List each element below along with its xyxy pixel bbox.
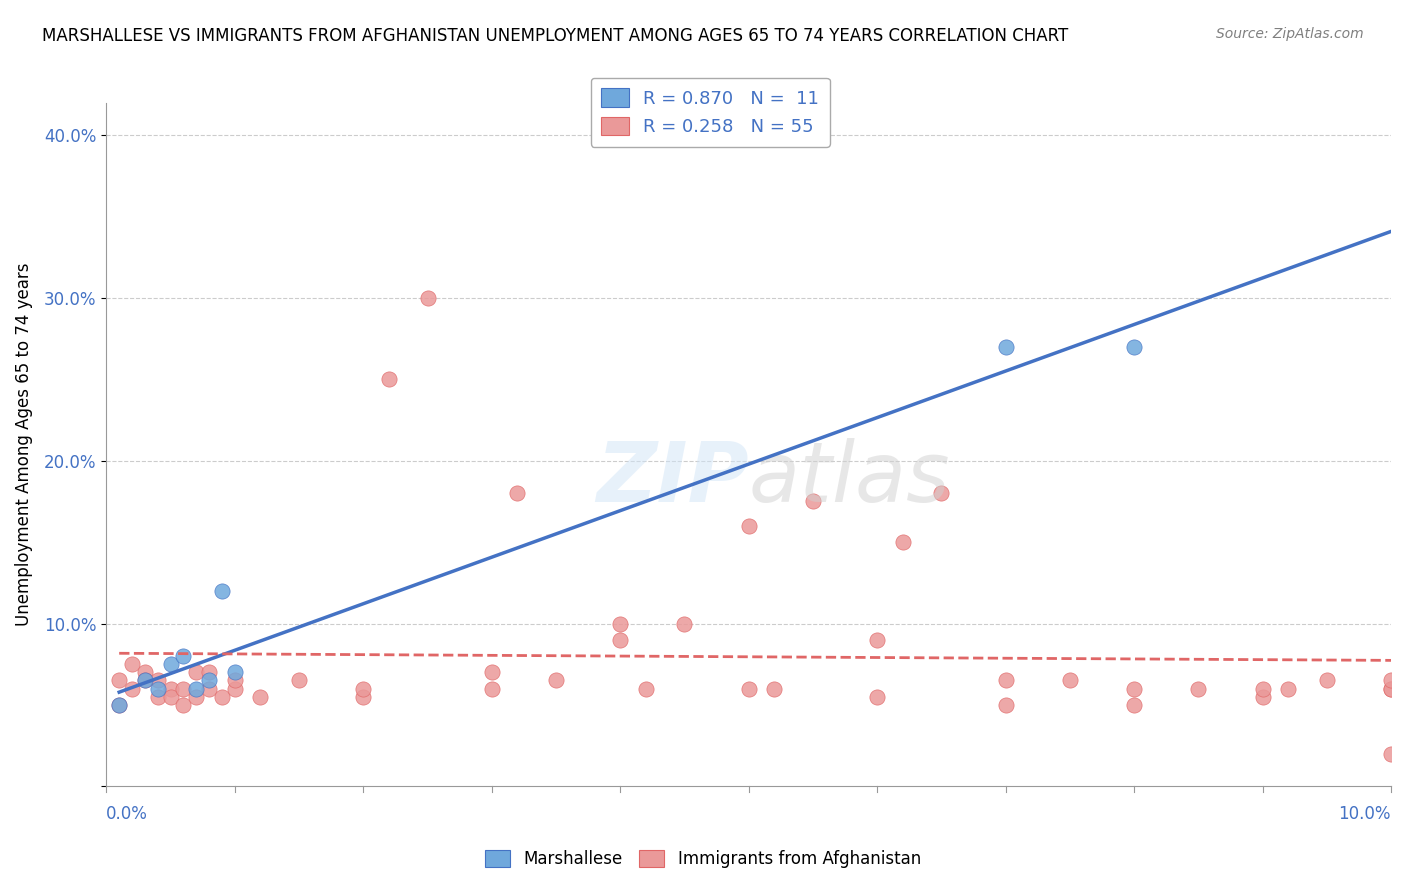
- Point: [994, 673, 1017, 688]
- Point: [866, 690, 889, 704]
- Text: MARSHALLESE VS IMMIGRANTS FROM AFGHANISTAN UNEMPLOYMENT AMONG AGES 65 TO 74 YEAR: MARSHALLESE VS IMMIGRANTS FROM AFGHANIST…: [42, 27, 1069, 45]
- Point: [146, 673, 169, 688]
- Point: [108, 673, 131, 688]
- Y-axis label: Unemployment Among Ages 65 to 74 years: Unemployment Among Ages 65 to 74 years: [15, 263, 32, 626]
- Point: [1379, 681, 1402, 696]
- Point: [609, 616, 631, 631]
- Point: [172, 698, 194, 712]
- Text: Source: ZipAtlas.com: Source: ZipAtlas.com: [1216, 27, 1364, 41]
- Text: 0.0%: 0.0%: [107, 805, 148, 823]
- Point: [198, 681, 221, 696]
- Point: [1251, 690, 1274, 704]
- Point: [1379, 681, 1402, 696]
- Point: [1123, 340, 1146, 354]
- Point: [737, 519, 759, 533]
- Point: [134, 673, 156, 688]
- Point: [866, 632, 889, 647]
- Point: [352, 681, 374, 696]
- Point: [891, 535, 914, 549]
- Point: [416, 291, 439, 305]
- Point: [1187, 681, 1209, 696]
- Point: [159, 681, 181, 696]
- Point: [186, 690, 208, 704]
- Point: [481, 665, 503, 680]
- Point: [352, 690, 374, 704]
- Point: [1123, 698, 1146, 712]
- Point: [931, 486, 953, 500]
- Point: [198, 673, 221, 688]
- Point: [994, 340, 1017, 354]
- Point: [186, 681, 208, 696]
- Text: ZIP: ZIP: [596, 438, 748, 519]
- Point: [1123, 681, 1146, 696]
- Text: atlas: atlas: [748, 438, 950, 519]
- Point: [146, 690, 169, 704]
- Point: [378, 372, 401, 386]
- Legend: R = 0.870   N =  11, R = 0.258   N = 55: R = 0.870 N = 11, R = 0.258 N = 55: [591, 78, 830, 147]
- Point: [609, 632, 631, 647]
- Point: [121, 681, 143, 696]
- Point: [481, 681, 503, 696]
- Point: [172, 648, 194, 663]
- Point: [1379, 673, 1402, 688]
- Point: [224, 665, 246, 680]
- Point: [1277, 681, 1299, 696]
- Point: [544, 673, 567, 688]
- Point: [994, 698, 1017, 712]
- Point: [134, 673, 156, 688]
- Point: [159, 690, 181, 704]
- Point: [673, 616, 696, 631]
- Point: [211, 690, 233, 704]
- Point: [134, 665, 156, 680]
- Point: [121, 657, 143, 672]
- Point: [211, 584, 233, 599]
- Point: [108, 698, 131, 712]
- Point: [737, 681, 759, 696]
- Point: [159, 657, 181, 672]
- Point: [1316, 673, 1339, 688]
- Point: [1059, 673, 1081, 688]
- Text: 10.0%: 10.0%: [1339, 805, 1391, 823]
- Point: [108, 698, 131, 712]
- Point: [763, 681, 786, 696]
- Point: [249, 690, 271, 704]
- Point: [198, 665, 221, 680]
- Point: [186, 665, 208, 680]
- Point: [288, 673, 311, 688]
- Legend: Marshallese, Immigrants from Afghanistan: Marshallese, Immigrants from Afghanistan: [478, 843, 928, 875]
- Point: [634, 681, 657, 696]
- Point: [1251, 681, 1274, 696]
- Point: [801, 494, 824, 508]
- Point: [146, 681, 169, 696]
- Point: [224, 673, 246, 688]
- Point: [506, 486, 529, 500]
- Point: [1379, 747, 1402, 761]
- Point: [224, 681, 246, 696]
- Point: [172, 681, 194, 696]
